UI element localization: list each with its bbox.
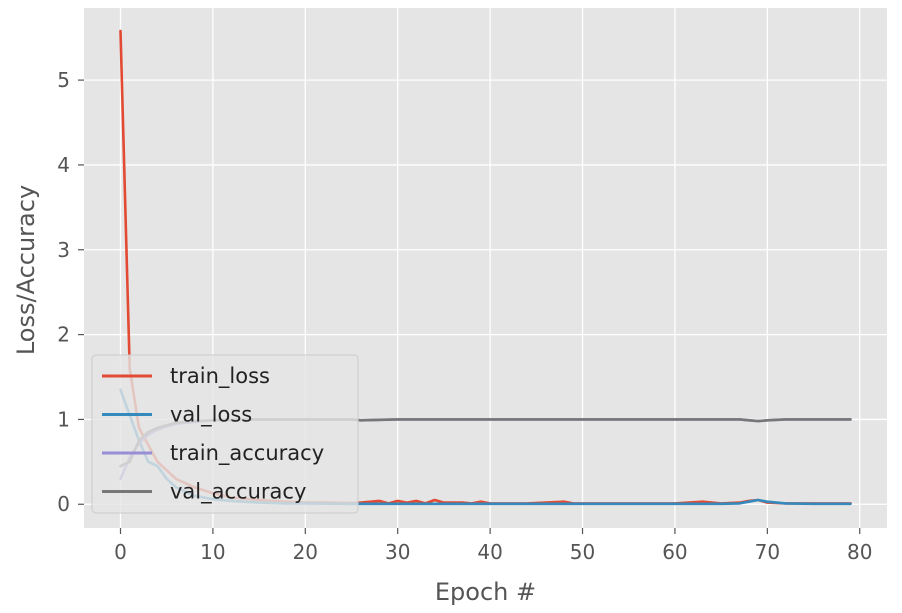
y-tick-label: 5 — [57, 68, 70, 92]
x-tick-label: 70 — [755, 540, 780, 564]
axis-ticks: 0 10 20 30 40 50 60 70 80 0 1 2 3 4 5 — [57, 68, 872, 564]
x-tick-label: 30 — [385, 540, 410, 564]
legend-label-train-accuracy: train_accuracy — [170, 441, 324, 466]
legend-label-train-loss: train_loss — [170, 364, 270, 389]
y-axis-label: Loss/Accuracy — [12, 185, 40, 355]
y-tick-label: 4 — [57, 153, 70, 177]
y-tick-label: 1 — [57, 407, 70, 431]
x-tick-label: 0 — [114, 540, 127, 564]
x-tick-label: 10 — [200, 540, 225, 564]
x-tick-label: 50 — [570, 540, 595, 564]
legend: train_loss val_loss train_accuracy val_accu… — [91, 354, 359, 514]
x-tick-label: 60 — [662, 540, 687, 564]
y-tick-label: 2 — [57, 323, 70, 347]
legend-label-val-loss: val_loss — [170, 403, 252, 428]
x-axis-label: Epoch # — [435, 578, 536, 606]
x-tick-label: 40 — [477, 540, 502, 564]
y-tick-label: 0 — [57, 492, 70, 516]
legend-box — [91, 354, 359, 514]
y-tick-label: 3 — [57, 238, 70, 262]
legend-label-val-accuracy: val_accuracy — [170, 480, 306, 505]
x-tick-label: 20 — [293, 540, 318, 564]
x-tick-label: 80 — [847, 540, 872, 564]
